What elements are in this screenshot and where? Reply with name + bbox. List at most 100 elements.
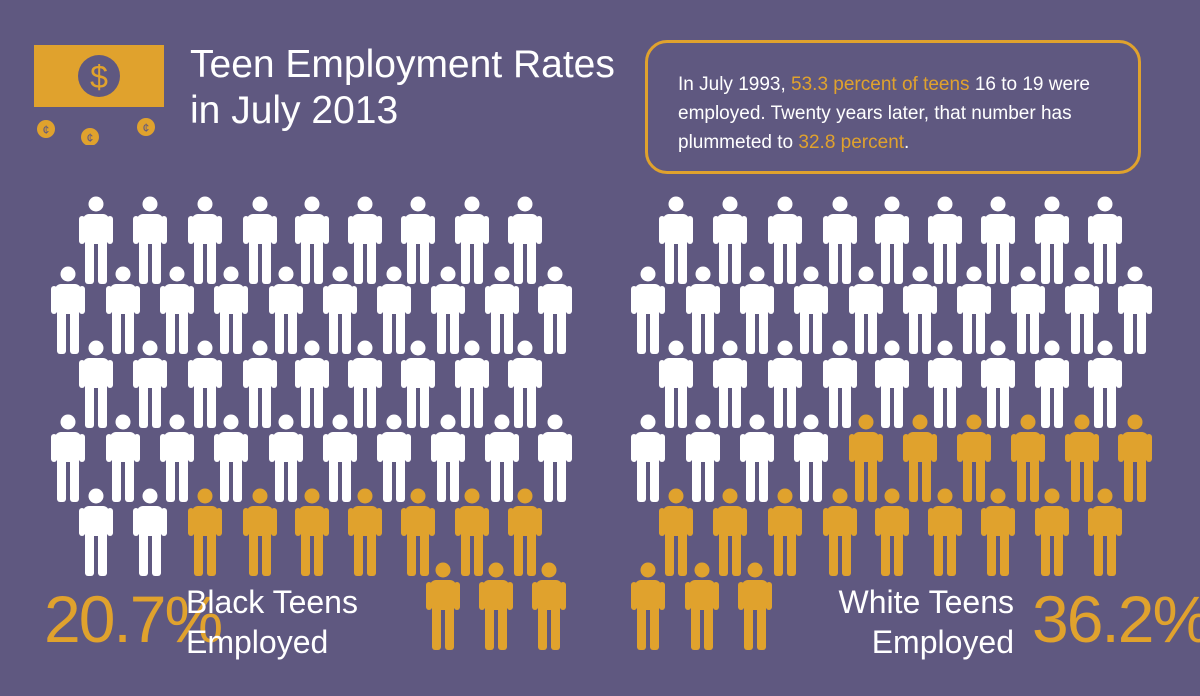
white-teens-label: White Teens Employed <box>790 582 1015 662</box>
black-teens-label-line-1: Black Teens <box>186 584 358 620</box>
coin-icon: ¢ <box>81 128 99 145</box>
person-icon <box>479 562 513 650</box>
person-icon <box>106 414 140 502</box>
person-icon <box>713 340 747 428</box>
person-icon <box>455 340 489 428</box>
white-teens-percent: 36.2% <box>1032 582 1200 656</box>
person-icon <box>875 340 909 428</box>
person-icon <box>401 340 435 428</box>
person-icon <box>849 414 883 502</box>
person-icon <box>269 266 303 354</box>
person-icon <box>401 488 435 576</box>
person-icon <box>323 266 357 354</box>
person-icon <box>348 340 382 428</box>
person-icon <box>79 340 113 428</box>
person-icon <box>455 488 489 576</box>
black-teens-label: Black Teens Employed <box>186 582 358 662</box>
person-icon <box>1011 266 1045 354</box>
person-icon <box>794 414 828 502</box>
person-icon <box>295 488 329 576</box>
person-icon <box>51 266 85 354</box>
person-icon <box>631 414 665 502</box>
person-icon <box>768 340 802 428</box>
person-icon <box>957 414 991 502</box>
person-icon <box>713 488 747 576</box>
person-icon <box>243 196 277 284</box>
person-icon <box>686 266 720 354</box>
person-icon <box>1035 488 1069 576</box>
person-icon <box>532 562 566 650</box>
person-icon <box>928 340 962 428</box>
person-icon <box>981 488 1015 576</box>
person-icon <box>928 488 962 576</box>
svg-text:¢: ¢ <box>87 131 94 145</box>
person-icon <box>51 414 85 502</box>
person-icon <box>875 196 909 284</box>
person-icon <box>401 196 435 284</box>
person-icon <box>1088 196 1122 284</box>
title-line-2: in July 2013 <box>190 89 399 132</box>
person-icon <box>485 266 519 354</box>
person-icon <box>160 414 194 502</box>
person-icon <box>981 340 1015 428</box>
person-icon <box>508 340 542 428</box>
person-icon <box>538 266 572 354</box>
person-icon <box>823 488 857 576</box>
person-icon <box>188 196 222 284</box>
person-icon <box>631 562 665 650</box>
person-icon <box>659 488 693 576</box>
person-icon <box>377 414 411 502</box>
person-icon <box>348 488 382 576</box>
person-icon <box>794 266 828 354</box>
person-icon <box>79 488 113 576</box>
person-icon <box>823 196 857 284</box>
person-icon <box>659 196 693 284</box>
person-icon <box>686 414 720 502</box>
person-icon <box>243 340 277 428</box>
svg-text:¢: ¢ <box>43 123 50 137</box>
person-icon <box>295 340 329 428</box>
person-icon <box>106 266 140 354</box>
person-icon <box>79 196 113 284</box>
person-icon <box>133 196 167 284</box>
person-icon <box>768 488 802 576</box>
person-icon <box>740 266 774 354</box>
person-icon <box>1011 414 1045 502</box>
callout-box: In July 1993, 53.3 percent of teens 16 t… <box>645 40 1141 174</box>
person-icon <box>1035 340 1069 428</box>
person-icon <box>295 196 329 284</box>
person-icon <box>426 562 460 650</box>
person-icon <box>214 414 248 502</box>
person-icon <box>981 196 1015 284</box>
person-icon <box>323 414 357 502</box>
coin-icon: ¢ <box>37 120 55 138</box>
person-icon <box>903 266 937 354</box>
black-teens-label-line-2: Employed <box>186 624 329 660</box>
person-icon <box>1035 196 1069 284</box>
white-teens-label-line-1: White Teens <box>838 584 1015 620</box>
person-icon <box>455 196 489 284</box>
person-icon <box>928 196 962 284</box>
person-icon <box>713 196 747 284</box>
person-icon <box>1065 266 1099 354</box>
person-icon <box>377 266 411 354</box>
coin-icon: ¢ <box>137 118 155 136</box>
person-icon <box>823 340 857 428</box>
callout-text-3: . <box>904 132 910 153</box>
svg-text:$: $ <box>90 59 108 95</box>
person-icon <box>875 488 909 576</box>
page-title: Teen Employment Rates in July 2013 <box>190 42 615 134</box>
title-line-1: Teen Employment Rates <box>190 43 615 86</box>
white-teens-label-line-2: Employed <box>871 624 1014 660</box>
person-icon <box>538 414 572 502</box>
person-icon <box>849 266 883 354</box>
person-icon <box>188 340 222 428</box>
money-bill-icon: $ ¢ ¢ ¢ <box>34 45 164 145</box>
person-icon <box>1118 266 1152 354</box>
person-icon <box>160 266 194 354</box>
person-icon <box>269 414 303 502</box>
person-icon <box>631 266 665 354</box>
person-icon <box>188 488 222 576</box>
